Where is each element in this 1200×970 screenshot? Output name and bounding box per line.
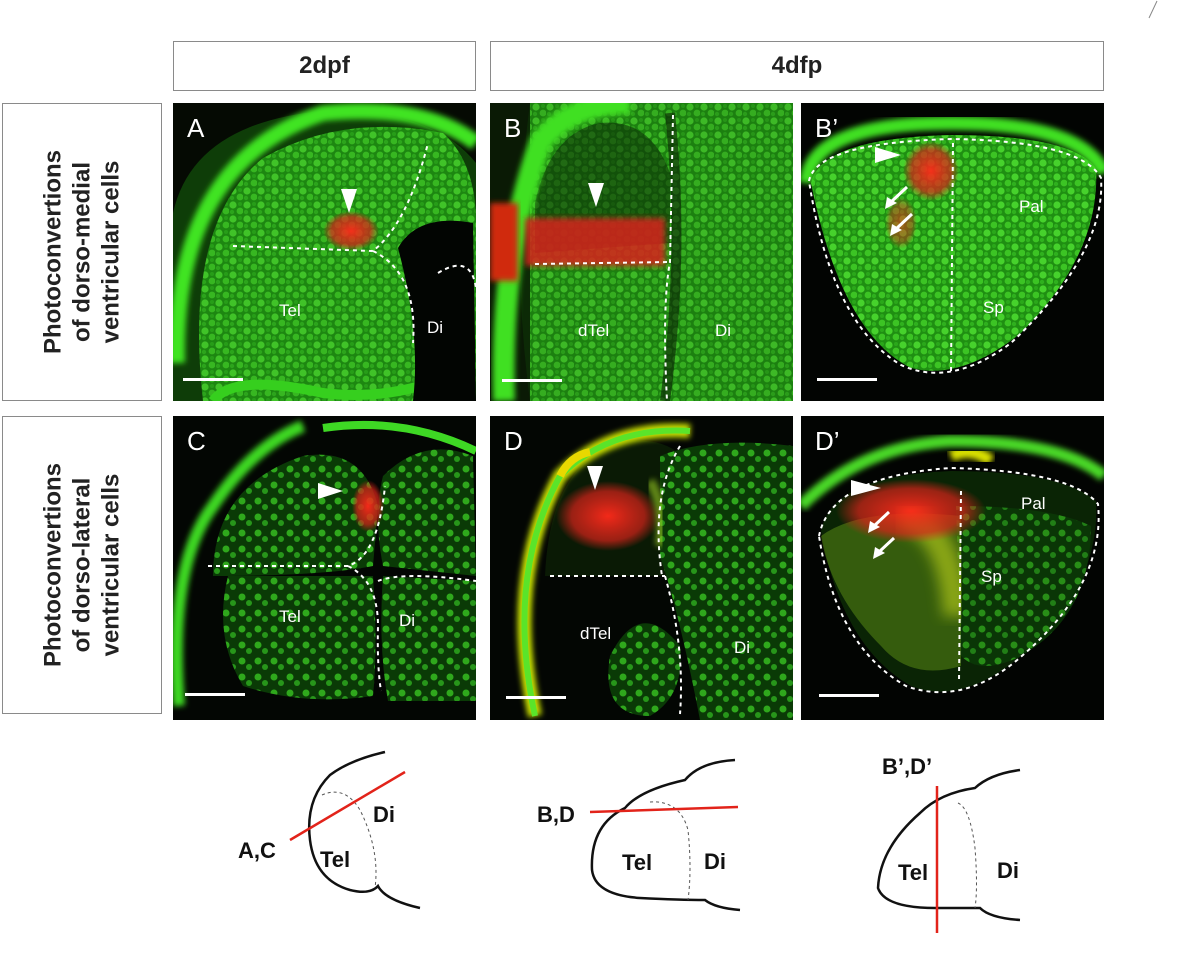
diagram-bdp-di: Di — [997, 858, 1019, 883]
diagram-section-bd: B,D Tel Di — [530, 750, 750, 930]
panel-b: B dTel Di — [490, 103, 793, 401]
panel-d-prime: D’ Pal Sp — [801, 416, 1104, 720]
diagram-bd-tel: Tel — [622, 850, 653, 875]
scale-bar — [817, 378, 877, 381]
panel-d-prime-pal: Pal — [1021, 494, 1046, 513]
panel-b-micrograph — [490, 103, 793, 401]
scale-bar — [185, 693, 245, 696]
diagram-section-ac: A,C Tel Di — [210, 740, 440, 930]
panel-c-micrograph — [173, 416, 476, 720]
panel-d-prime-letter: D’ — [815, 426, 840, 456]
diagram-section-bd-outline — [589, 758, 741, 912]
diagram-section-ac-outline — [289, 750, 421, 910]
panel-c-letter: C — [187, 426, 206, 456]
panel-a: A Tel Di — [173, 103, 476, 401]
arrowhead-icon — [587, 466, 603, 490]
arrow-icon — [885, 185, 909, 209]
diagram-ac-section-label: A,C — [238, 838, 276, 863]
scale-bar — [506, 696, 566, 699]
row1-line2: of dorso-medial — [68, 162, 96, 343]
panel-a-di: Di — [427, 318, 444, 337]
header-2dpf: 2dpf — [173, 41, 476, 91]
panel-a-micrograph — [173, 103, 476, 401]
stray-slash-mark — [1148, 0, 1158, 19]
diagram-section-bd-prime-outline — [876, 768, 1021, 933]
row2-line3: ventricular cells — [97, 473, 125, 657]
diagram-bdp-section-label: B’,D’ — [882, 754, 933, 779]
panel-a-letter: A — [187, 113, 205, 143]
panel-d-micrograph — [490, 416, 793, 720]
diagram-section-bd-prime: B’,D’ Tel Di — [860, 748, 1060, 940]
panel-b-dtel: dTel — [578, 321, 610, 340]
row-label-dorso-medial: Photoconvertions of dorso-medial ventric… — [2, 103, 162, 401]
scale-bar — [183, 378, 243, 381]
diagram-bd-section-label: B,D — [537, 802, 575, 827]
header-2dpf-text: 2dpf — [299, 52, 350, 79]
panel-c: C Tel Di — [173, 416, 476, 720]
panel-b-prime: B’ Pal Sp — [801, 103, 1104, 401]
diagram-ac-tel: Tel — [320, 847, 351, 872]
panel-d-di: Di — [734, 638, 751, 657]
arrowhead-icon — [318, 483, 343, 499]
panel-d-dtel: dTel — [580, 624, 612, 643]
panel-b-prime-pal: Pal — [1019, 197, 1044, 216]
row2-line1: Photoconvertions — [39, 463, 67, 668]
panel-d-prime-sp: Sp — [981, 567, 1002, 586]
row2-line2: of dorso-lateral — [68, 477, 96, 653]
scale-bar — [502, 379, 562, 382]
panel-d: D dTel Di — [490, 416, 793, 720]
panel-d-letter: D — [504, 426, 523, 456]
diagram-ac-di: Di — [373, 802, 395, 827]
panel-b-di: Di — [715, 321, 732, 340]
arrowhead-icon — [875, 147, 901, 163]
scale-bar — [819, 694, 879, 697]
row1-line3: ventricular cells — [97, 160, 125, 344]
arrowhead-icon — [851, 480, 881, 496]
row-label-dorso-lateral: Photoconvertions of dorso-lateral ventri… — [2, 416, 162, 714]
header-4dfp-text: 4dfp — [771, 52, 823, 79]
diagram-bd-di: Di — [704, 849, 726, 874]
panel-c-di: Di — [399, 611, 416, 630]
panel-c-tel: Tel — [279, 607, 301, 626]
arrow-icon — [890, 212, 914, 236]
arrow-icon — [868, 510, 891, 533]
panel-a-tel: Tel — [279, 301, 301, 320]
arrowhead-icon — [341, 189, 357, 213]
arrow-icon — [873, 536, 896, 559]
panel-d-prime-micrograph — [801, 416, 1104, 720]
row1-line1: Photoconvertions — [39, 150, 67, 355]
panel-b-prime-sp: Sp — [983, 298, 1004, 317]
panel-b-prime-letter: B’ — [815, 113, 839, 143]
diagram-bdp-tel: Tel — [898, 860, 929, 885]
arrowhead-icon — [588, 183, 604, 207]
header-4dfp: 4dfp — [490, 41, 1104, 91]
panel-b-prime-micrograph — [801, 103, 1104, 401]
panel-b-letter: B — [504, 113, 522, 143]
